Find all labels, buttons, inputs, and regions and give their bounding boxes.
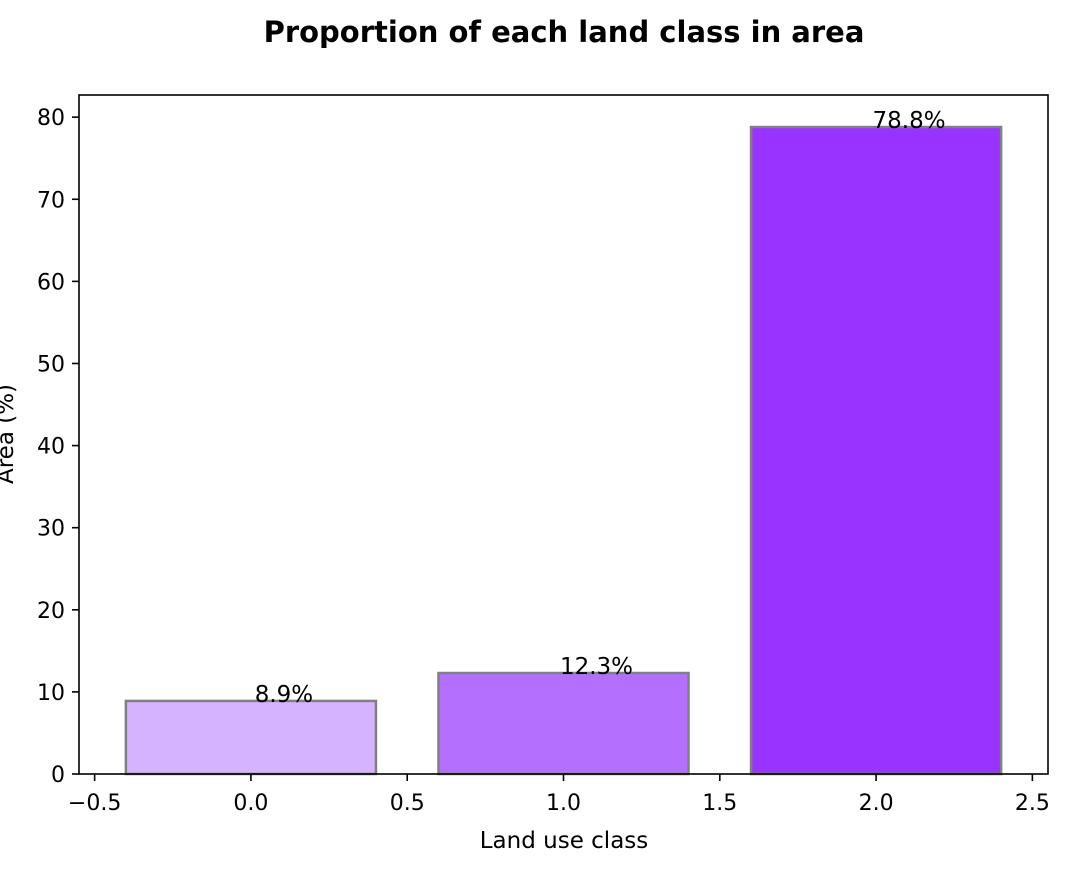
y-tick-label: 20 (37, 599, 65, 624)
x-axis-label: Land use class (480, 828, 649, 854)
x-tick-label: 1.5 (702, 791, 737, 816)
chart-title: Proportion of each land class in area (264, 15, 865, 49)
bar-0 (124, 699, 378, 776)
bar-2 (749, 125, 1003, 776)
bar-value-label: 8.9% (255, 682, 313, 708)
y-tick-label: 60 (37, 270, 65, 295)
bars-group (124, 125, 1003, 776)
y-tick-label: 70 (37, 188, 65, 213)
x-tick-label: 0.0 (233, 791, 268, 816)
y-tick-label: 80 (37, 106, 65, 131)
x-tick-label: 1.0 (546, 791, 581, 816)
y-axis-ticks: 0 10 20 30 40 50 60 70 80 (37, 106, 79, 788)
y-tick-label: 50 (37, 352, 65, 377)
bar-value-label: 12.3% (560, 654, 633, 680)
x-tick-label: 2.0 (859, 791, 894, 816)
bar-value-label: 78.8% (873, 108, 946, 134)
y-tick-label: 10 (37, 681, 65, 706)
bar-value-labels: 8.9% 12.3% 78.8% (255, 108, 946, 708)
x-tick-label: −0.5 (68, 791, 121, 816)
y-tick-label: 0 (51, 763, 65, 788)
x-tick-label: 2.5 (1015, 791, 1050, 816)
y-tick-label: 40 (37, 435, 65, 460)
y-axis-label: Area (%) (0, 384, 19, 484)
y-tick-label: 30 (37, 517, 65, 542)
x-axis-ticks: −0.5 0.0 0.5 1.0 1.5 2.0 2.5 (68, 774, 1050, 816)
x-tick-label: 0.5 (390, 791, 425, 816)
bar-1 (437, 671, 690, 776)
